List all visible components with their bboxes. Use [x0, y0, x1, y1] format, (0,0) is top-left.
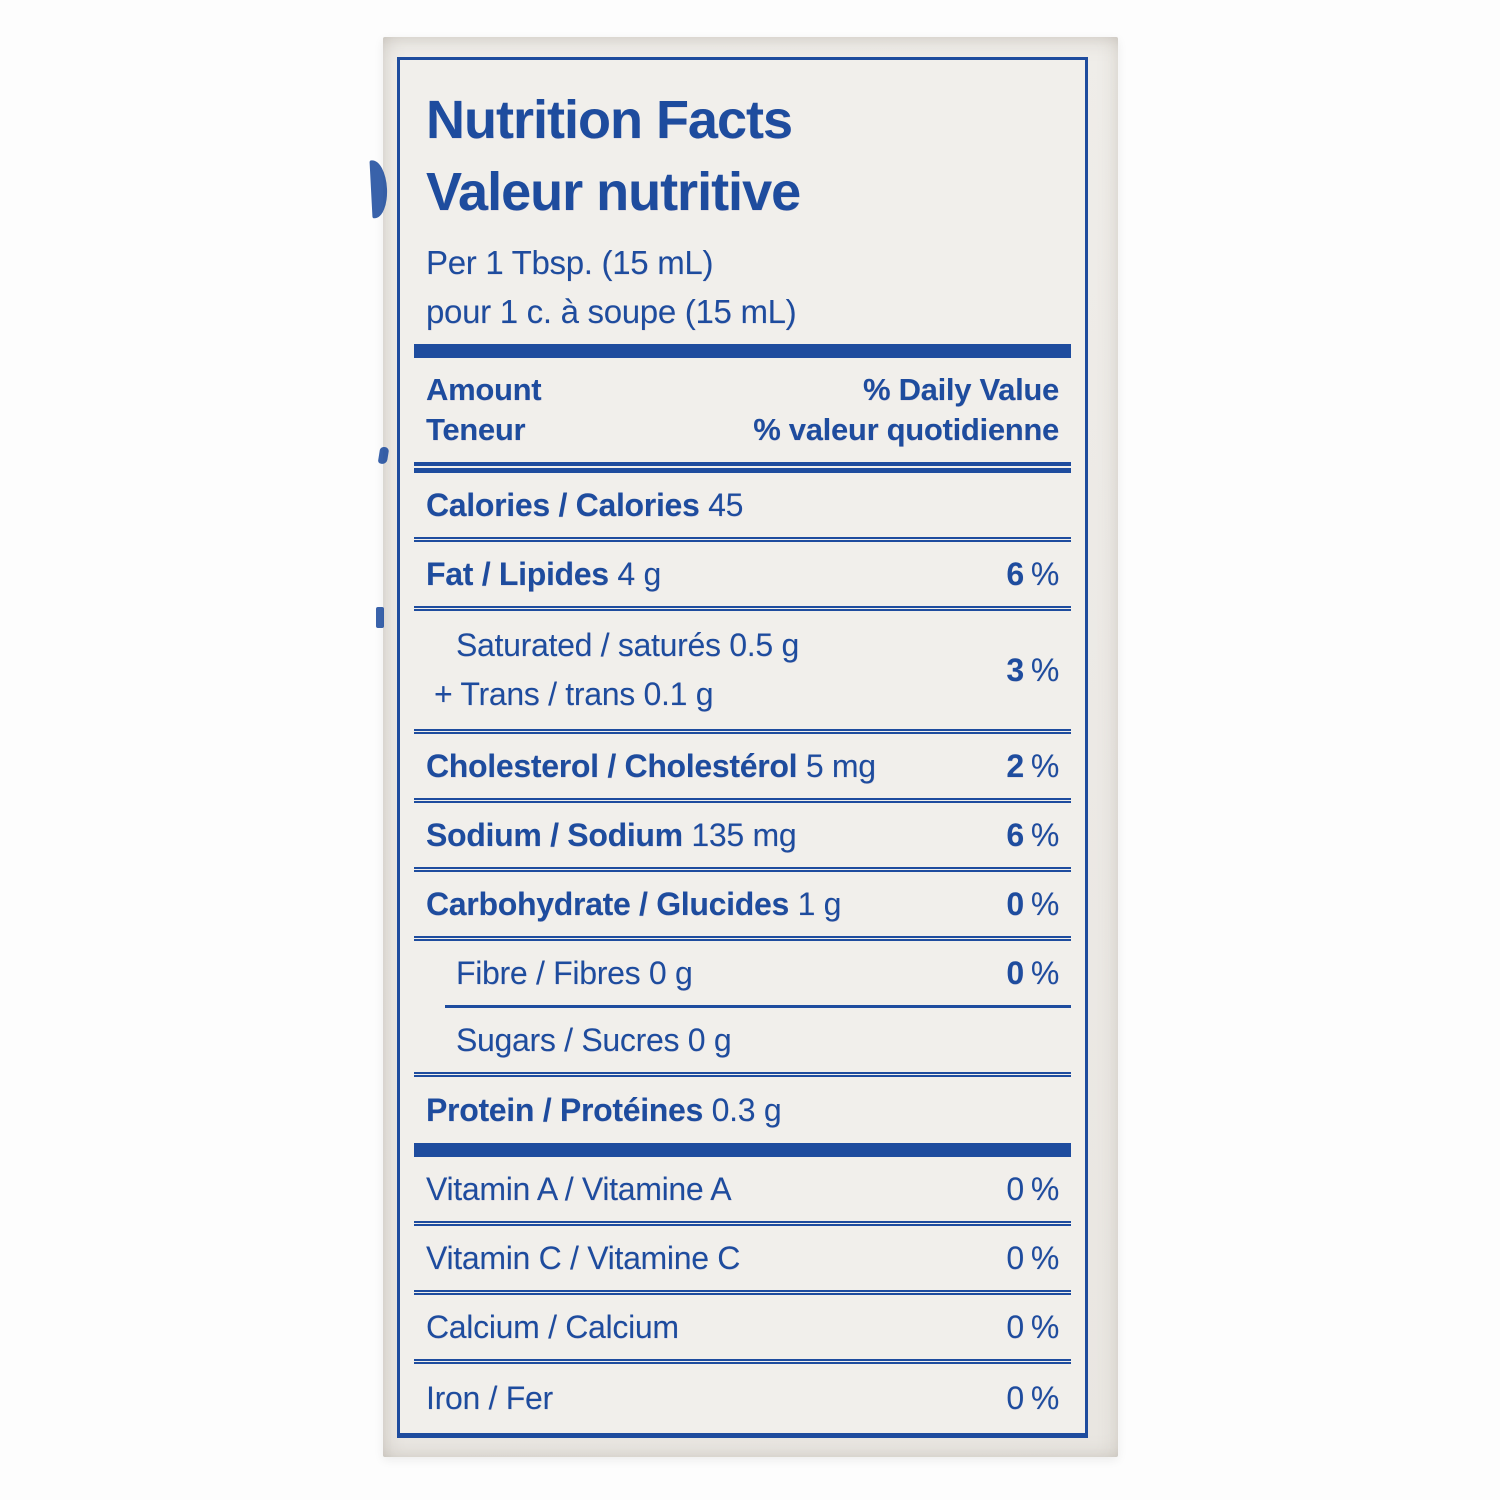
daily-value: 3%: [1006, 651, 1059, 688]
daily-value: 0%: [1006, 1379, 1059, 1416]
row-divider-sub: [445, 1005, 1071, 1008]
nutrient-name: Carbohydrate / Glucides 1 g: [426, 885, 842, 922]
amount-header-fr: Teneur: [426, 412, 526, 447]
section-bar-top: [414, 344, 1071, 358]
table-row-vitamin-a: Vitamin A / Vitamine A 0%: [426, 1157, 1059, 1221]
nutrient-name: Sodium / Sodium 135 mg: [426, 816, 797, 853]
row-divider-thin: [414, 1290, 1071, 1295]
table-row-iron: Iron / Fer 0%: [426, 1364, 1059, 1432]
daily-value: 0%: [1006, 1239, 1059, 1276]
nutrient-name: Protein / Protéines 0.3 g: [426, 1091, 782, 1128]
row-divider-thin: [414, 729, 1071, 734]
table-row-protein: Protein / Protéines 0.3 g: [426, 1077, 1059, 1143]
serving-size-en: Per 1 Tbsp. (15 mL): [426, 244, 714, 281]
nutrient-name: Fibre / Fibres 0 g: [456, 954, 693, 991]
nutrient-name: Saturated / saturés 0.5 g + Trans / trans…: [434, 627, 799, 712]
serving-size-block: Per 1 Tbsp. (15 mL) pour 1 c. à soupe (1…: [426, 238, 1059, 336]
table-row-fat: Fat / Lipides 4 g 6%: [426, 542, 1059, 606]
column-headers: Amount % Daily Value Teneur % valeur quo…: [426, 370, 1059, 450]
row-divider-thin: [414, 798, 1071, 803]
daily-value: 0%: [1006, 954, 1059, 991]
row-divider-thin: [414, 867, 1071, 872]
nutrient-name: Fat / Lipides 4 g: [426, 555, 661, 592]
daily-value: 6%: [1006, 816, 1059, 853]
table-row-sodium: Sodium / Sodium 135 mg 6%: [426, 803, 1059, 867]
daily-value-header-en: % Daily Value: [863, 372, 1059, 407]
nutrient-name: Cholesterol / Cholestérol 5 mg: [426, 747, 876, 784]
table-row-vitamin-c: Vitamin C / Vitamine C 0%: [426, 1226, 1059, 1290]
daily-value: 6%: [1006, 555, 1059, 592]
amount-header-en: Amount: [426, 372, 542, 407]
nutrition-facts-label: Nutrition Facts Valeur nutritive Per 1 T…: [397, 57, 1088, 1438]
nutrient-name: Iron / Fer: [426, 1379, 553, 1416]
row-divider-thin: [414, 936, 1071, 941]
table-row-carbohydrate: Carbohydrate / Glucides 1 g 0%: [426, 872, 1059, 936]
label-title-en: Nutrition Facts: [426, 90, 793, 150]
nutrient-name: Sugars / Sucres 0 g: [456, 1021, 732, 1058]
daily-value-header-fr: % valeur quotidienne: [753, 412, 1059, 447]
nutrient-rows: Calories / Calories 45 Fat / Lipides 4 g 6…: [414, 473, 1071, 1432]
nutrient-name: Vitamin C / Vitamine C: [426, 1239, 741, 1276]
table-row-cholesterol: Cholesterol / Cholestérol 5 mg 2%: [426, 734, 1059, 798]
table-row-calcium: Calcium / Calcium 0%: [426, 1295, 1059, 1359]
column-header-divider: [414, 462, 1071, 473]
row-divider-thin: [414, 537, 1071, 542]
nutrient-name: Vitamin A / Vitamine A: [426, 1170, 732, 1207]
row-divider-thin: [414, 1072, 1071, 1077]
label-title-fr: Valeur nutritive: [426, 162, 801, 222]
table-row-calories: Calories / Calories 45: [426, 473, 1059, 537]
daily-value: 2%: [1006, 747, 1059, 784]
package-print-mark: [376, 607, 384, 628]
row-divider-thin: [414, 1221, 1071, 1226]
nutrient-name: Calories / Calories 45: [426, 486, 744, 523]
daily-value: 0%: [1006, 1170, 1059, 1207]
row-divider-thick: [414, 1143, 1071, 1157]
table-row-saturated-trans: Saturated / saturés 0.5 g + Trans / trans…: [426, 611, 1059, 729]
daily-value: 0%: [1006, 885, 1059, 922]
table-row-fibre: Fibre / Fibres 0 g 0%: [426, 941, 1059, 1005]
row-divider-thin: [414, 1359, 1071, 1364]
row-divider-thin: [414, 606, 1071, 611]
table-row-sugars: Sugars / Sucres 0 g: [426, 1008, 1059, 1072]
serving-size-fr: pour 1 c. à soupe (15 mL): [426, 293, 797, 330]
nutrient-name: Calcium / Calcium: [426, 1308, 679, 1345]
daily-value: 0%: [1006, 1308, 1059, 1345]
